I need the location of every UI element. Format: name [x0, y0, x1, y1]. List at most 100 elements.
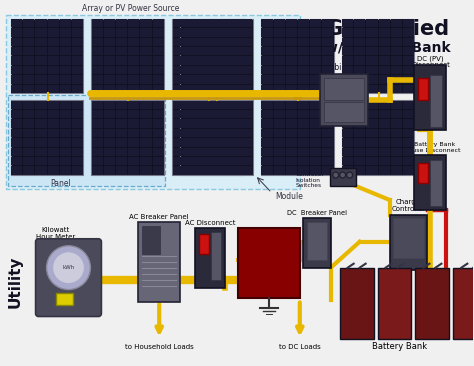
Bar: [221, 19, 232, 27]
Bar: [199, 234, 209, 254]
Bar: [104, 29, 115, 37]
Bar: [36, 166, 46, 175]
Bar: [229, 47, 240, 56]
Bar: [116, 29, 128, 37]
Bar: [233, 47, 245, 56]
Bar: [324, 102, 364, 122]
Bar: [366, 56, 378, 65]
Bar: [403, 110, 414, 119]
Bar: [128, 56, 139, 65]
Bar: [241, 157, 253, 165]
Bar: [197, 66, 208, 74]
Bar: [286, 85, 297, 93]
Bar: [116, 147, 128, 156]
Bar: [241, 75, 253, 83]
Bar: [403, 56, 414, 65]
Bar: [116, 166, 128, 175]
Bar: [391, 110, 402, 119]
Bar: [217, 85, 228, 93]
Bar: [403, 119, 414, 128]
Bar: [47, 119, 59, 128]
Bar: [92, 85, 103, 93]
Bar: [193, 85, 204, 93]
Bar: [286, 157, 297, 165]
Bar: [104, 56, 115, 65]
Bar: [153, 101, 164, 109]
Bar: [116, 75, 128, 83]
Bar: [197, 157, 208, 165]
Bar: [241, 119, 253, 128]
Bar: [229, 29, 240, 37]
Bar: [128, 157, 139, 165]
Text: DC (PV): DC (PV): [417, 56, 444, 63]
Bar: [47, 129, 59, 137]
Bar: [310, 85, 321, 93]
Bar: [403, 157, 414, 165]
Bar: [229, 66, 240, 74]
Bar: [221, 157, 232, 165]
Bar: [116, 129, 128, 137]
Bar: [23, 129, 35, 137]
Bar: [221, 29, 232, 37]
Bar: [392, 218, 424, 258]
Text: Panel: Panel: [50, 179, 71, 188]
Bar: [403, 129, 414, 137]
Bar: [116, 138, 128, 146]
Bar: [197, 147, 208, 156]
Bar: [104, 129, 115, 137]
Bar: [60, 119, 71, 128]
Bar: [355, 157, 365, 165]
Bar: [209, 66, 220, 74]
Bar: [379, 110, 390, 119]
Bar: [181, 119, 192, 128]
Bar: [298, 110, 309, 119]
Bar: [241, 47, 253, 56]
Bar: [60, 47, 71, 56]
Bar: [355, 110, 365, 119]
Bar: [298, 56, 309, 65]
Bar: [342, 66, 353, 74]
Bar: [310, 129, 321, 137]
Bar: [47, 85, 59, 93]
Bar: [173, 29, 184, 37]
Bar: [233, 85, 245, 93]
FancyBboxPatch shape: [36, 239, 101, 317]
Bar: [181, 101, 192, 109]
Bar: [379, 47, 390, 56]
Text: Battery Bank: Battery Bank: [372, 342, 427, 351]
Bar: [47, 157, 59, 165]
Bar: [181, 85, 192, 93]
Bar: [217, 75, 228, 83]
Bar: [60, 85, 71, 93]
Bar: [197, 56, 208, 65]
Bar: [60, 38, 71, 46]
Bar: [60, 166, 71, 175]
Bar: [391, 157, 402, 165]
Bar: [342, 129, 353, 137]
Bar: [92, 29, 103, 37]
Circle shape: [46, 246, 91, 290]
Bar: [355, 147, 365, 156]
Bar: [298, 147, 309, 156]
Bar: [286, 101, 297, 109]
Bar: [116, 38, 128, 46]
Bar: [173, 47, 184, 56]
Bar: [185, 38, 196, 46]
Bar: [262, 29, 273, 37]
Bar: [153, 19, 164, 27]
Text: to Household Loads: to Household Loads: [125, 344, 193, 350]
Bar: [262, 157, 273, 165]
Bar: [140, 147, 152, 156]
Bar: [181, 38, 192, 46]
Bar: [185, 119, 196, 128]
Bar: [185, 85, 196, 93]
Bar: [221, 101, 232, 109]
Bar: [221, 75, 232, 83]
Bar: [197, 119, 208, 128]
Bar: [47, 38, 59, 46]
Bar: [366, 119, 378, 128]
Bar: [72, 147, 83, 156]
Bar: [60, 75, 71, 83]
Bar: [233, 110, 245, 119]
Bar: [273, 38, 285, 46]
